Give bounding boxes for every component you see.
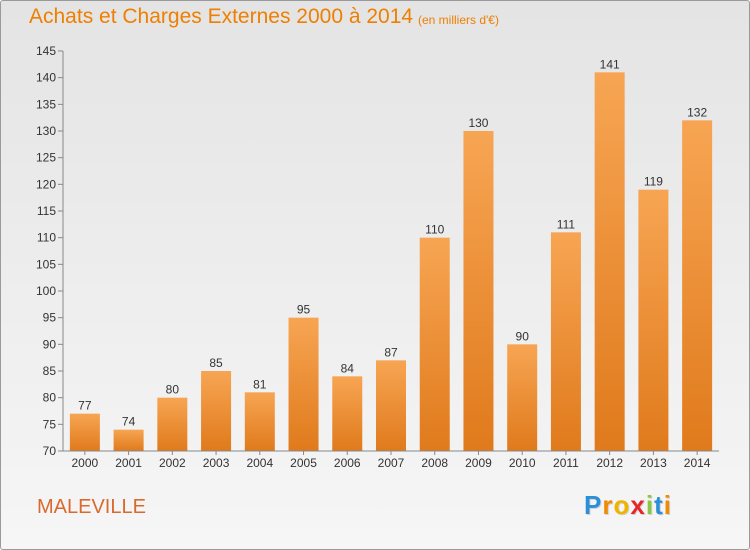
bar-value-label: 74 [122, 415, 136, 429]
logo-letter: o [613, 490, 631, 520]
y-tick-label: 145 [36, 44, 56, 58]
chart-subtitle: (en milliers d'€) [418, 13, 499, 27]
logo-letter: P [584, 490, 603, 520]
logo-letter: i [645, 490, 655, 520]
y-tick-label: 105 [36, 257, 56, 271]
bar-value-label: 119 [644, 175, 663, 189]
bar-value-label: 132 [687, 105, 707, 119]
x-tick-label: 2004 [246, 456, 273, 470]
y-tick-label: 135 [36, 97, 56, 111]
x-tick-label: 2008 [421, 456, 448, 470]
commune-name: MALEVILLE [37, 496, 146, 518]
logo-letter: x [630, 490, 646, 520]
x-tick-label: 2014 [684, 456, 711, 470]
x-tick-label: 2009 [465, 456, 492, 470]
bar-value-label: 81 [253, 377, 267, 391]
proxiti-logo: Proxiti [584, 490, 672, 521]
bar-2013 [638, 189, 669, 451]
bar-2010 [507, 344, 538, 451]
bar-value-label: 85 [209, 356, 223, 370]
y-tick-label: 110 [37, 231, 56, 245]
y-tick-label: 75 [43, 417, 57, 431]
y-tick-label: 120 [36, 177, 56, 191]
bar-value-label: 111 [557, 217, 576, 231]
y-tick-label: 95 [43, 311, 57, 325]
x-tick-label: 2012 [596, 456, 623, 470]
bar-value-label: 80 [166, 383, 180, 397]
bar-2009 [463, 131, 494, 451]
bar-2000 [69, 413, 100, 451]
bar-2003 [201, 371, 232, 451]
bar-value-label: 87 [384, 345, 398, 359]
bar-value-label: 95 [297, 303, 311, 317]
bar-2014 [682, 120, 713, 451]
x-tick-label: 2002 [159, 456, 186, 470]
bar-value-label: 90 [516, 329, 530, 343]
logo-letter: r [602, 490, 614, 520]
y-tick-label: 130 [36, 124, 56, 138]
bar-2002 [157, 397, 188, 451]
y-tick-label: 125 [36, 151, 56, 165]
y-tick-label: 140 [36, 71, 56, 85]
x-tick-label: 2001 [115, 456, 142, 470]
x-tick-label: 2006 [334, 456, 361, 470]
x-tick-label: 2010 [509, 456, 536, 470]
y-tick-label: 100 [36, 284, 56, 298]
y-tick-label: 90 [43, 337, 57, 351]
y-tick-label: 80 [43, 391, 57, 405]
bar-value-label: 130 [468, 116, 488, 130]
y-tick-label: 70 [43, 444, 57, 458]
bar-2011 [550, 232, 581, 451]
x-tick-label: 2007 [378, 456, 405, 470]
x-tick-label: 2000 [72, 456, 99, 470]
x-tick-label: 2013 [640, 456, 667, 470]
y-tick-label: 115 [37, 204, 56, 218]
chart-title: Achats et Charges Externes 2000 à 2014 [29, 5, 414, 28]
bar-value-label: 77 [78, 399, 92, 413]
x-axis: 2000 2001 2002 2003 2004 2005 2006 2007 2008 2009… [63, 450, 719, 470]
bar-2006 [332, 376, 363, 451]
bar-value-label: 141 [600, 57, 620, 71]
bar-value-label: 84 [341, 361, 355, 375]
x-tick-label: 2003 [203, 456, 230, 470]
y-tick-label: 85 [43, 364, 57, 378]
logo-letter: t [654, 490, 664, 520]
bars: 77 74 80 85 81 95 84 87 110 130 90 111 141 119 132 [69, 57, 713, 451]
y-axis: 70 75 80 85 90 95 100 105 110 115 120 125 130 135 140 1… [36, 44, 64, 458]
bar-2001 [113, 429, 144, 451]
x-tick-label: 2011 [553, 456, 579, 470]
x-tick-label: 2005 [290, 456, 317, 470]
bar-2004 [244, 392, 275, 451]
bar-2007 [376, 360, 406, 451]
bar-value-label: 110 [425, 223, 444, 237]
logo-letter: i [663, 490, 672, 520]
bar-2008 [419, 237, 450, 451]
bar-2005 [288, 317, 319, 451]
bar-2012 [594, 72, 625, 451]
